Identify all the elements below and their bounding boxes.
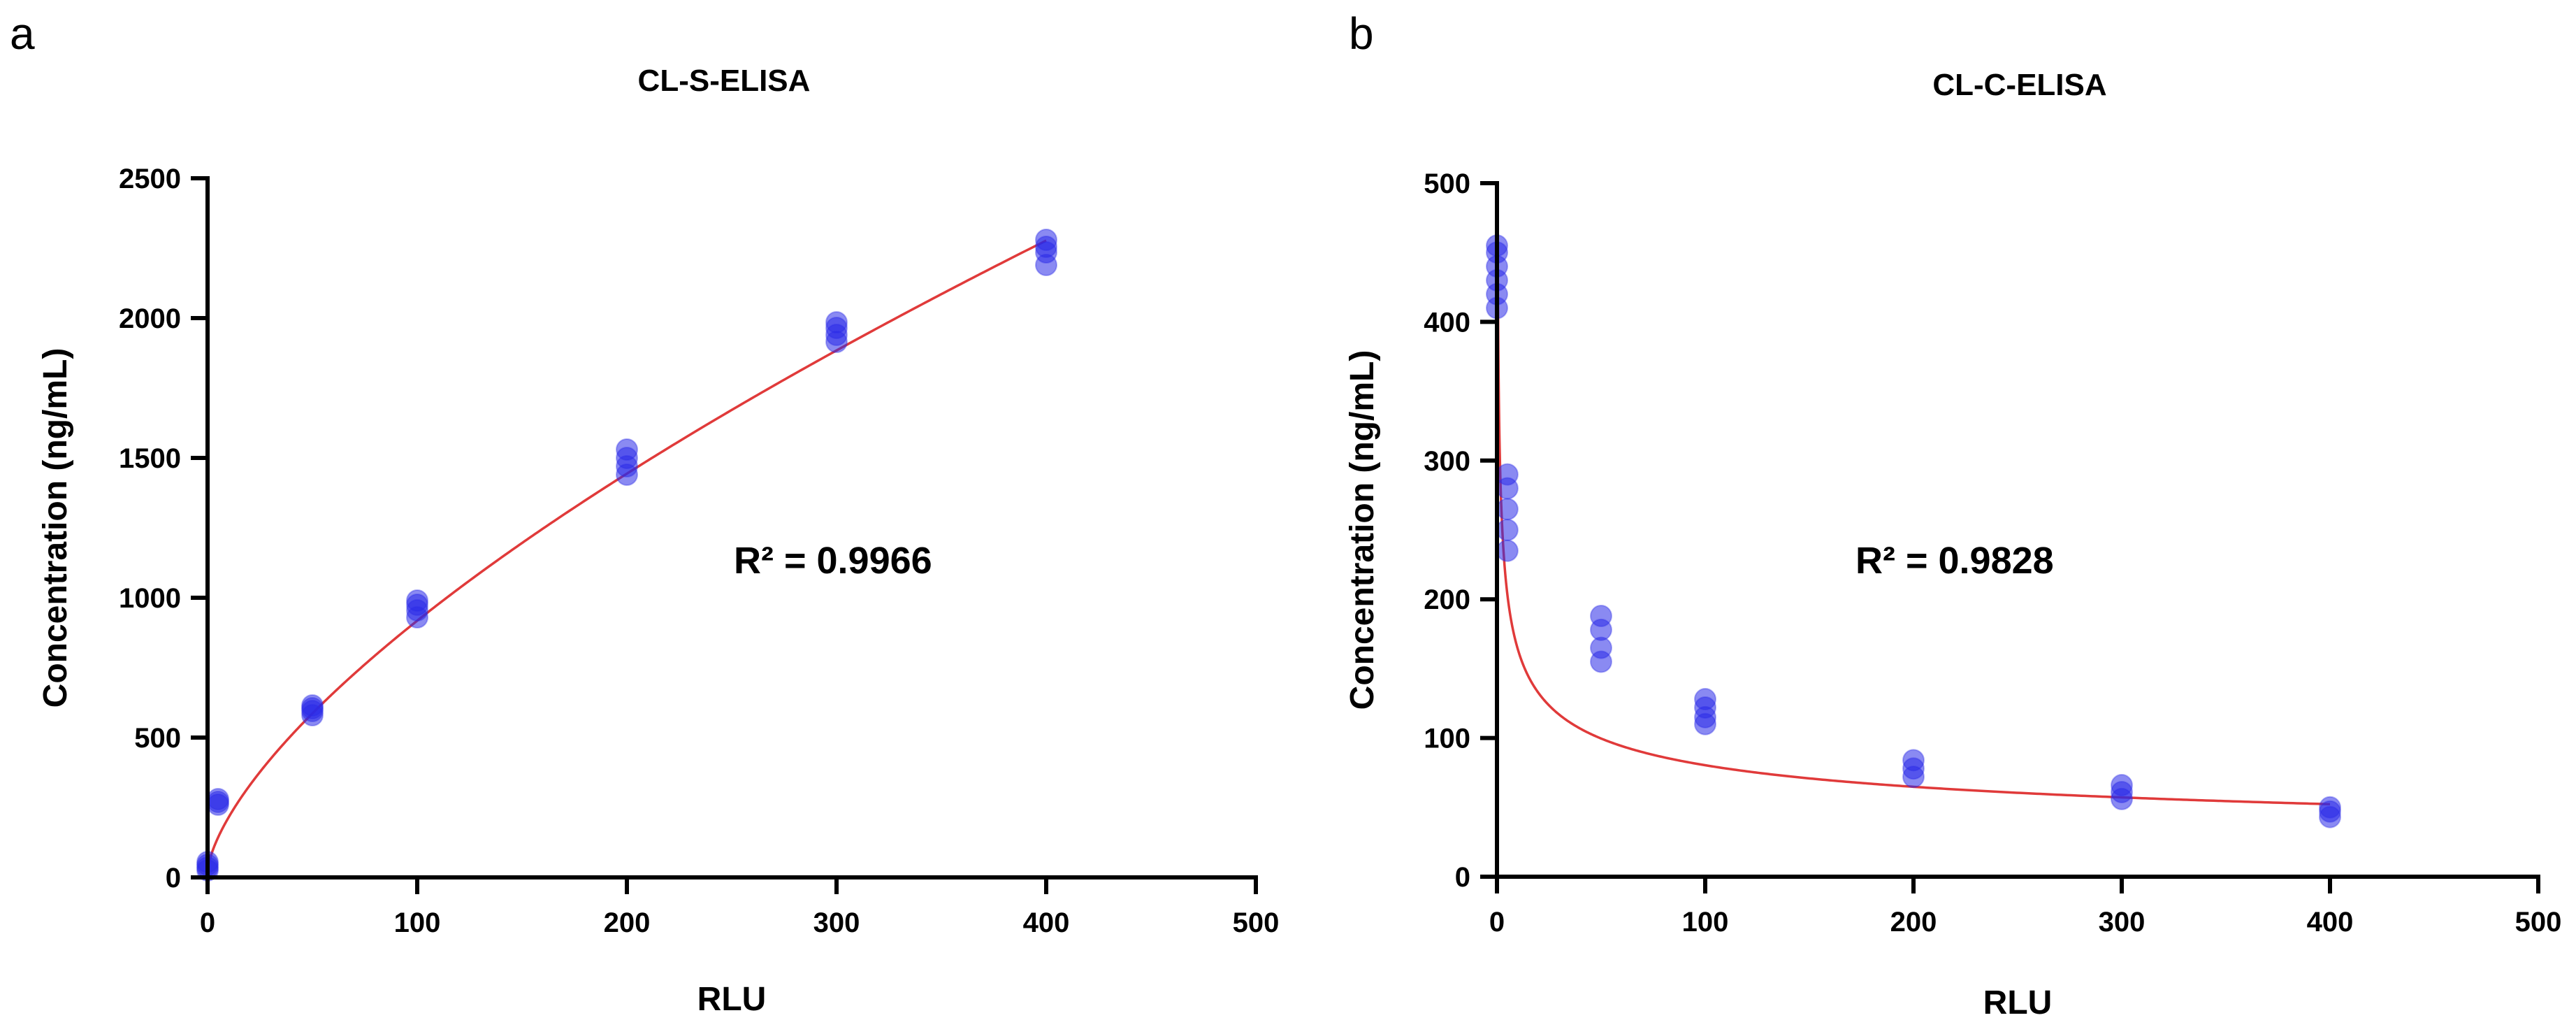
plot-area-b: 0 100 200 300 400 500 0 100 200 300 400 500 RLU Conce…	[1344, 168, 2561, 1021]
fit-curve-b	[1496, 182, 2331, 806]
data-point	[825, 311, 848, 333]
data-point	[1496, 498, 1519, 521]
panel-letter-b: b	[1349, 8, 1374, 59]
x-tick-label: 500	[2515, 907, 2562, 938]
x-tick-label: 400	[1023, 907, 1070, 938]
data-point	[1496, 519, 1519, 541]
y-tick-label: 300	[1424, 446, 1470, 477]
r-squared-annotation-a: R² = 0.9966	[734, 540, 932, 582]
x-tick-label: 300	[2099, 907, 2146, 938]
y-tick-label: 500	[134, 723, 181, 754]
y-tick-label: 2000	[119, 303, 181, 334]
y-tick-label: 1500	[119, 443, 181, 474]
y-axis-label-a: Concentration (ng/mL)	[37, 348, 74, 708]
data-point	[301, 694, 324, 717]
y-tick-label: 2500	[119, 164, 181, 194]
x-axis-label-b: RLU	[1983, 984, 2053, 1021]
data-point	[2111, 774, 2133, 797]
y-tick-label: 200	[1424, 584, 1470, 615]
x-tick-label: 500	[1233, 907, 1280, 938]
data-point	[1694, 688, 1716, 711]
chart-title-a: CL-S-ELISA	[638, 64, 811, 98]
y-tick-label: 1000	[119, 583, 181, 614]
data-point	[406, 589, 428, 612]
panel-letter-a: a	[10, 8, 35, 59]
y-tick-label: 0	[1455, 862, 1470, 893]
data-point	[1496, 539, 1519, 562]
x-tick-label: 400	[2307, 907, 2354, 938]
y-tick-label: 0	[166, 863, 181, 893]
plot-area-a: 0 500 1000 1500 2000 2500 0 100 200 300 400 500 RLU C…	[37, 164, 1279, 1018]
x-tick-label: 0	[200, 907, 215, 938]
data-point	[207, 788, 229, 810]
x-tick-label: 200	[1890, 907, 1937, 938]
y-tick-label: 500	[1424, 168, 1470, 199]
r-squared-annotation-b: R² = 0.9828	[1855, 540, 2054, 582]
chart-title-b: CL-C-ELISA	[1932, 68, 2106, 102]
x-tick-label: 100	[1682, 907, 1729, 938]
y-axis-label-b: Concentration (ng/mL)	[1344, 350, 1381, 710]
data-point	[1590, 605, 1612, 628]
panel-a: a CL-S-ELISA 0 500 1000 1500 2000 2500 0 100 200…	[10, 8, 1279, 1018]
y-tick-label: 100	[1424, 724, 1470, 754]
x-tick-label: 100	[394, 907, 441, 938]
data-point	[2319, 796, 2341, 819]
y-tick-label: 400	[1424, 307, 1470, 338]
x-tick-label: 0	[1489, 907, 1505, 938]
data-point	[616, 438, 638, 461]
x-tick-label: 300	[813, 907, 860, 938]
panel-b: b CL-C-ELISA 0 100 200 300 400 500 0 100 200 300 4…	[1344, 8, 2561, 1021]
x-axis-label-a: RLU	[697, 981, 767, 1018]
data-point	[1902, 749, 1925, 772]
data-point	[1496, 463, 1519, 486]
data-point	[1035, 229, 1057, 251]
x-tick-label: 200	[604, 907, 651, 938]
